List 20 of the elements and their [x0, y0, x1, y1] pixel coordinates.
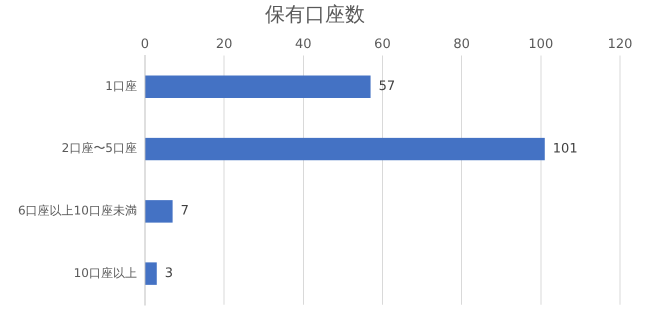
- y-tick-label: 1口座: [105, 78, 137, 93]
- data-label: 57: [378, 79, 396, 94]
- bar: [145, 262, 157, 285]
- y-tick-label: 10口座以上: [74, 266, 137, 280]
- chart-title: 保有口座数: [265, 2, 365, 26]
- x-tick-label: 0: [140, 37, 150, 52]
- x-tick-label: 20: [216, 37, 232, 52]
- x-tick-label: 40: [294, 37, 312, 52]
- x-tick-label: 80: [453, 37, 470, 52]
- bar: [145, 200, 173, 223]
- x-tick-label: 60: [374, 37, 391, 52]
- y-tick-label: 6口座以上10口座未満: [18, 203, 137, 218]
- x-tick-label: 120: [608, 37, 632, 52]
- data-label: 7: [180, 204, 189, 219]
- bar: [145, 138, 545, 160]
- data-label: 3: [164, 266, 174, 282]
- x-tick-label: 100: [528, 37, 554, 52]
- y-tick-label: 2口座〜5口座: [62, 141, 137, 156]
- data-label: 101: [552, 141, 578, 156]
- bar: [145, 76, 371, 98]
